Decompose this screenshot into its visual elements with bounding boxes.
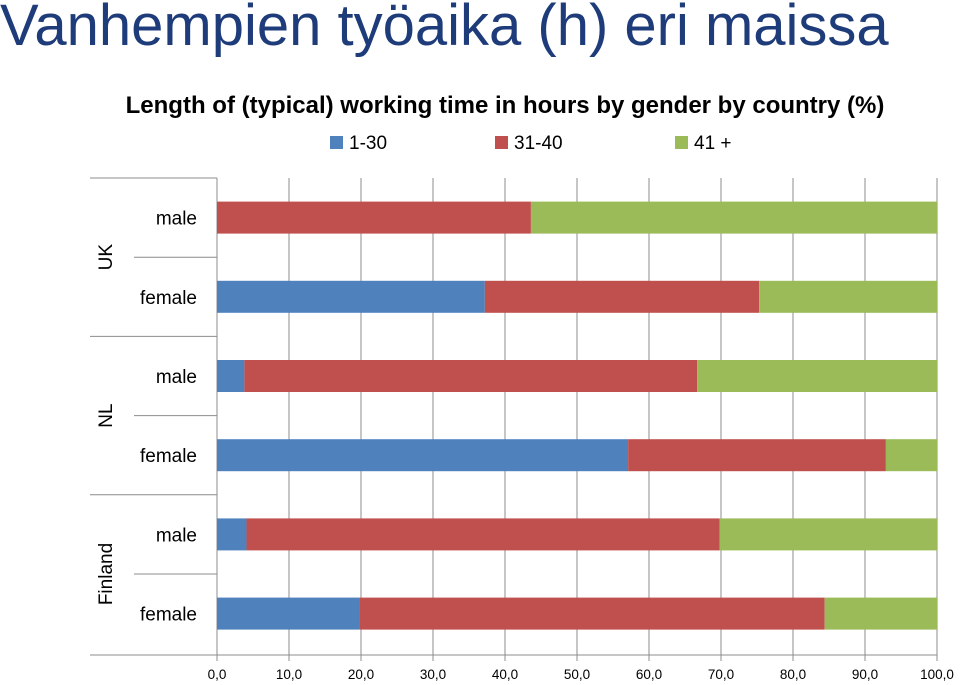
bars: [217, 201, 937, 630]
x-tick-label-5: 50,0: [564, 667, 590, 682]
bar-row1-series2: [217, 201, 531, 234]
category-label-3: male: [156, 367, 197, 388]
category-label-2: female: [140, 288, 197, 309]
bar-row3-series1: [217, 360, 245, 392]
legend-swatch-1: [330, 136, 343, 149]
legend-label-1: 1-30: [349, 133, 387, 154]
x-tick-label-2: 20,0: [348, 667, 374, 682]
x-tick-label-3: 30,0: [420, 667, 446, 682]
chart-title: Length of (typical) working time in hour…: [125, 92, 885, 119]
x-tick-label-8: 80,0: [780, 667, 806, 682]
category-label-1: male: [156, 209, 197, 230]
bar-row3-series3: [697, 360, 937, 392]
slide-title: Vanhempien työaika (h) eri maissa: [0, 0, 889, 58]
bar-row3-series2: [244, 360, 698, 392]
x-tick-label-4: 40,0: [492, 667, 518, 682]
x-tick-label-1: 10,0: [276, 667, 302, 682]
bar-row5-series2: [246, 518, 720, 551]
bar-row2-series3: [759, 280, 937, 313]
category-label-5: male: [156, 525, 197, 546]
group-label-2: NL: [96, 403, 117, 427]
axis-lines: [90, 177, 937, 661]
bar-row6-series3: [824, 597, 937, 630]
bar-row6-series2: [359, 597, 825, 630]
group-label-3: Finland: [96, 543, 117, 605]
bar-row4-series2: [628, 439, 886, 472]
bar-row2-series2: [484, 280, 760, 313]
bar-row5-series3: [719, 518, 937, 551]
chart-legend: 1-30 31-40 41 +: [330, 133, 732, 154]
legend-label-2: 31-40: [514, 133, 563, 154]
bar-row5-series1: [217, 518, 247, 551]
x-tick-label-9: 90,0: [852, 667, 878, 682]
group-label-1: UK: [96, 244, 117, 271]
bar-row6-series1: [217, 597, 360, 630]
legend-swatch-2: [495, 136, 508, 149]
legend-label-3: 41 +: [694, 133, 732, 154]
bar-row2-series1: [217, 280, 485, 313]
bar-row4-series1: [217, 439, 629, 472]
bar-row1-series3: [530, 201, 937, 234]
x-tick-label-6: 60,0: [636, 667, 662, 682]
x-tick-label-10: 100,0: [920, 667, 954, 682]
category-label-6: female: [140, 605, 197, 626]
x-tick-label-0: 0,0: [208, 667, 227, 682]
bar-row4-series3: [885, 439, 937, 472]
group-labels: UK NL Finland: [96, 244, 117, 605]
category-labels: male female male female male female: [140, 209, 197, 626]
x-axis-tick-labels: 0,0 10,0 20,0 30,0 40,0 50,0 60,0 70,0 80,0 90,0 1…: [208, 667, 954, 682]
gridlines: [216, 178, 938, 661]
category-label-4: female: [140, 446, 197, 467]
x-tick-label-7: 70,0: [708, 667, 734, 682]
legend-swatch-3: [675, 136, 688, 149]
